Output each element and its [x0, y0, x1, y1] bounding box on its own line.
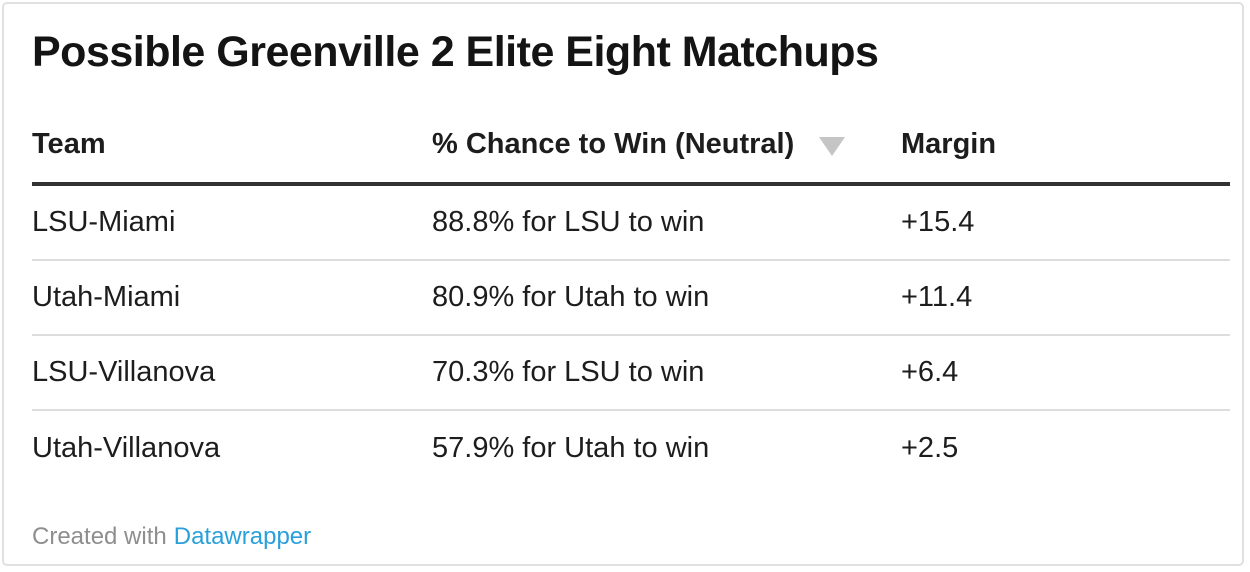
column-header-margin[interactable]: Margin — [901, 126, 1230, 182]
cell-chance: 70.3% for LSU to win — [432, 356, 705, 388]
cell-chance: 88.8% for LSU to win — [432, 206, 705, 238]
cell-margin: +11.4 — [901, 281, 973, 313]
cell-team: Utah-Villanova — [32, 432, 221, 464]
column-header-margin-label: Margin — [901, 128, 997, 160]
chart-card: Possible Greenville 2 Elite Eight Matchu… — [2, 2, 1244, 566]
column-header-chance[interactable]: % Chance to Win (Neutral) — [432, 126, 901, 182]
cell-chance: 57.9% for Utah to win — [432, 432, 710, 464]
cell-team: Utah-Miami — [32, 281, 181, 313]
table-row: Utah-Miami 80.9% for Utah to win +11.4 — [32, 261, 1230, 336]
column-header-chance-label: % Chance to Win (Neutral) — [432, 128, 795, 160]
cell-chance: 80.9% for Utah to win — [432, 281, 710, 313]
cell-team: LSU-Villanova — [32, 356, 216, 388]
sort-descending-icon — [819, 136, 846, 156]
cell-margin: +6.4 — [901, 356, 959, 388]
page-title: Possible Greenville 2 Elite Eight Matchu… — [32, 28, 879, 76]
table-row: LSU-Villanova 70.3% for LSU to win +6.4 — [32, 336, 1230, 411]
cell-margin: +15.4 — [901, 206, 975, 238]
column-header-team-label: Team — [32, 128, 106, 160]
cell-team: LSU-Miami — [32, 206, 176, 238]
matchups-table: Team % Chance to Win (Neutral) Margin LS… — [32, 76, 1230, 486]
table-header-row: Team % Chance to Win (Neutral) Margin — [32, 76, 1230, 186]
attribution-text: Created with — [32, 523, 167, 550]
attribution: Created with Datawrapper — [32, 522, 1222, 552]
cell-margin: +2.5 — [901, 432, 959, 464]
table-row: Utah-Villanova 57.9% for Utah to win +2.… — [32, 411, 1230, 486]
table-row: LSU-Miami 88.8% for LSU to win +15.4 — [32, 186, 1230, 261]
column-header-team[interactable]: Team — [32, 126, 432, 182]
datawrapper-link[interactable]: Datawrapper — [173, 523, 312, 550]
